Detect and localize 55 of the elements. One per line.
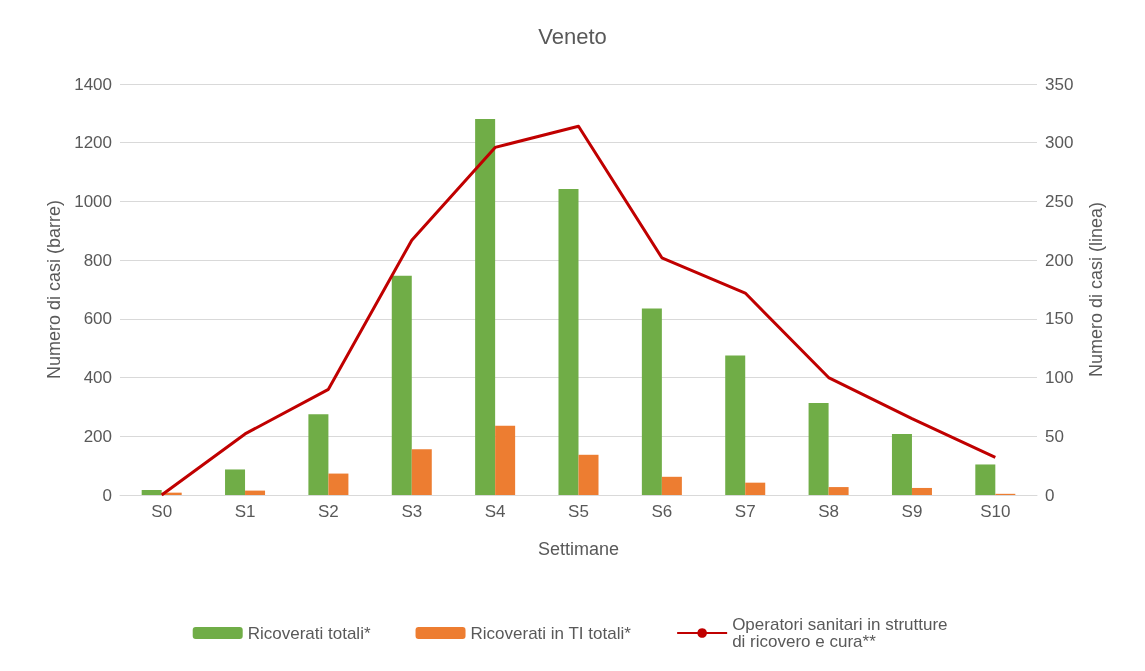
chart-title: Veneto [538,23,607,49]
x-tick-label: S0 [151,502,173,521]
bar [245,490,266,495]
y2-tick-label: 50 [1045,426,1064,446]
x-tick-label: S6 [651,502,673,521]
bar [578,454,599,495]
x-tick-label: S3 [401,502,423,521]
y2-tick-label: 250 [1045,191,1074,211]
bar [225,469,246,495]
legend-label: Ricoverati in TI totali* [470,623,632,643]
y2-tick-label: 200 [1045,250,1074,270]
y2-tick-label: 300 [1045,133,1074,153]
y-tick-label: 0 [102,485,112,505]
bar [975,464,996,495]
bar [328,473,349,495]
bar [141,490,162,495]
y-tick-label: 1000 [74,191,112,211]
line-series [160,124,997,497]
x-tick-label: S5 [568,502,589,521]
x-tick-label: S10 [980,502,1011,521]
bar [475,118,496,495]
y2-tick-label: 350 [1045,74,1074,94]
bar [411,449,432,495]
x-tick-label: S4 [484,502,506,521]
y2-tick-label: 0 [1045,485,1055,505]
y-tick-label: 1200 [74,133,112,153]
bar [641,308,662,495]
x-axis-title: Settimane [537,539,620,559]
bar [391,275,412,495]
x-tick-label: S2 [318,502,339,521]
y2-axis-title: Numero di casi (linea) [1086,201,1106,378]
bar [911,487,932,495]
y-tick-label: 600 [83,309,112,329]
y-tick-label: 200 [83,426,112,446]
x-tick-label: S7 [734,502,756,521]
bar [308,414,329,495]
x-tick-label: S9 [901,502,923,521]
bar [828,487,849,495]
bar [558,189,579,495]
y-axis-title: Numero di casi (barre) [44,199,65,380]
bar [808,403,829,495]
y2-tick-label: 150 [1045,309,1074,329]
bar [725,355,746,495]
x-tick-label: S8 [818,502,839,521]
legend-label: Ricoverati totali* [247,623,371,643]
bar [661,476,682,495]
x-tick-label: S1 [234,502,256,521]
y-tick-label: 1400 [74,74,112,94]
y-tick-label: 800 [83,250,112,270]
legend-label: Operatori sanitari in strutture di ricovero e cura** [732,615,953,651]
bar [891,433,912,495]
bar [495,425,516,495]
y-tick-label: 400 [83,368,112,388]
y2-tick-label: 100 [1045,368,1074,388]
bar [745,482,766,495]
